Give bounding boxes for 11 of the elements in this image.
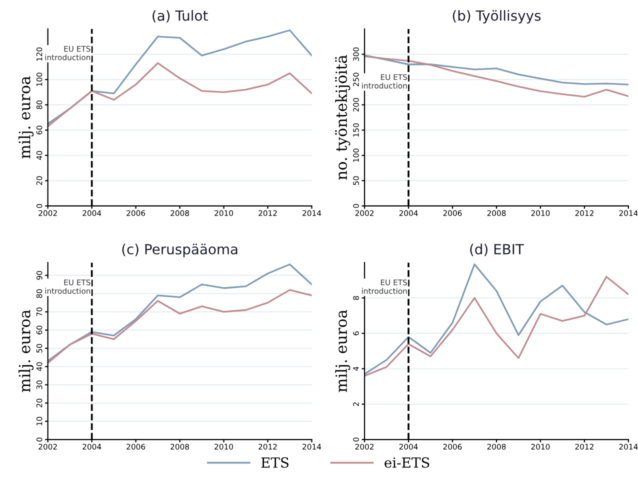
chart-title: (b) Työllisyys <box>452 10 541 24</box>
y-axis-title: no. työntekijöitä <box>335 55 350 180</box>
y-axis-title: milj. euroa <box>18 76 34 159</box>
chart-title: (d) EBIT <box>470 244 524 256</box>
chart-title: (a) Tulot <box>152 10 208 22</box>
y-axis-title: milj. euroa <box>335 310 350 392</box>
chart-title: (c) Peruspääoma <box>122 244 238 258</box>
legend-label: ei-ETS <box>384 457 430 468</box>
line-series <box>48 62 312 128</box>
legend-label: ETS <box>261 457 288 468</box>
y-axis-title: milj. euroa <box>18 310 34 392</box>
